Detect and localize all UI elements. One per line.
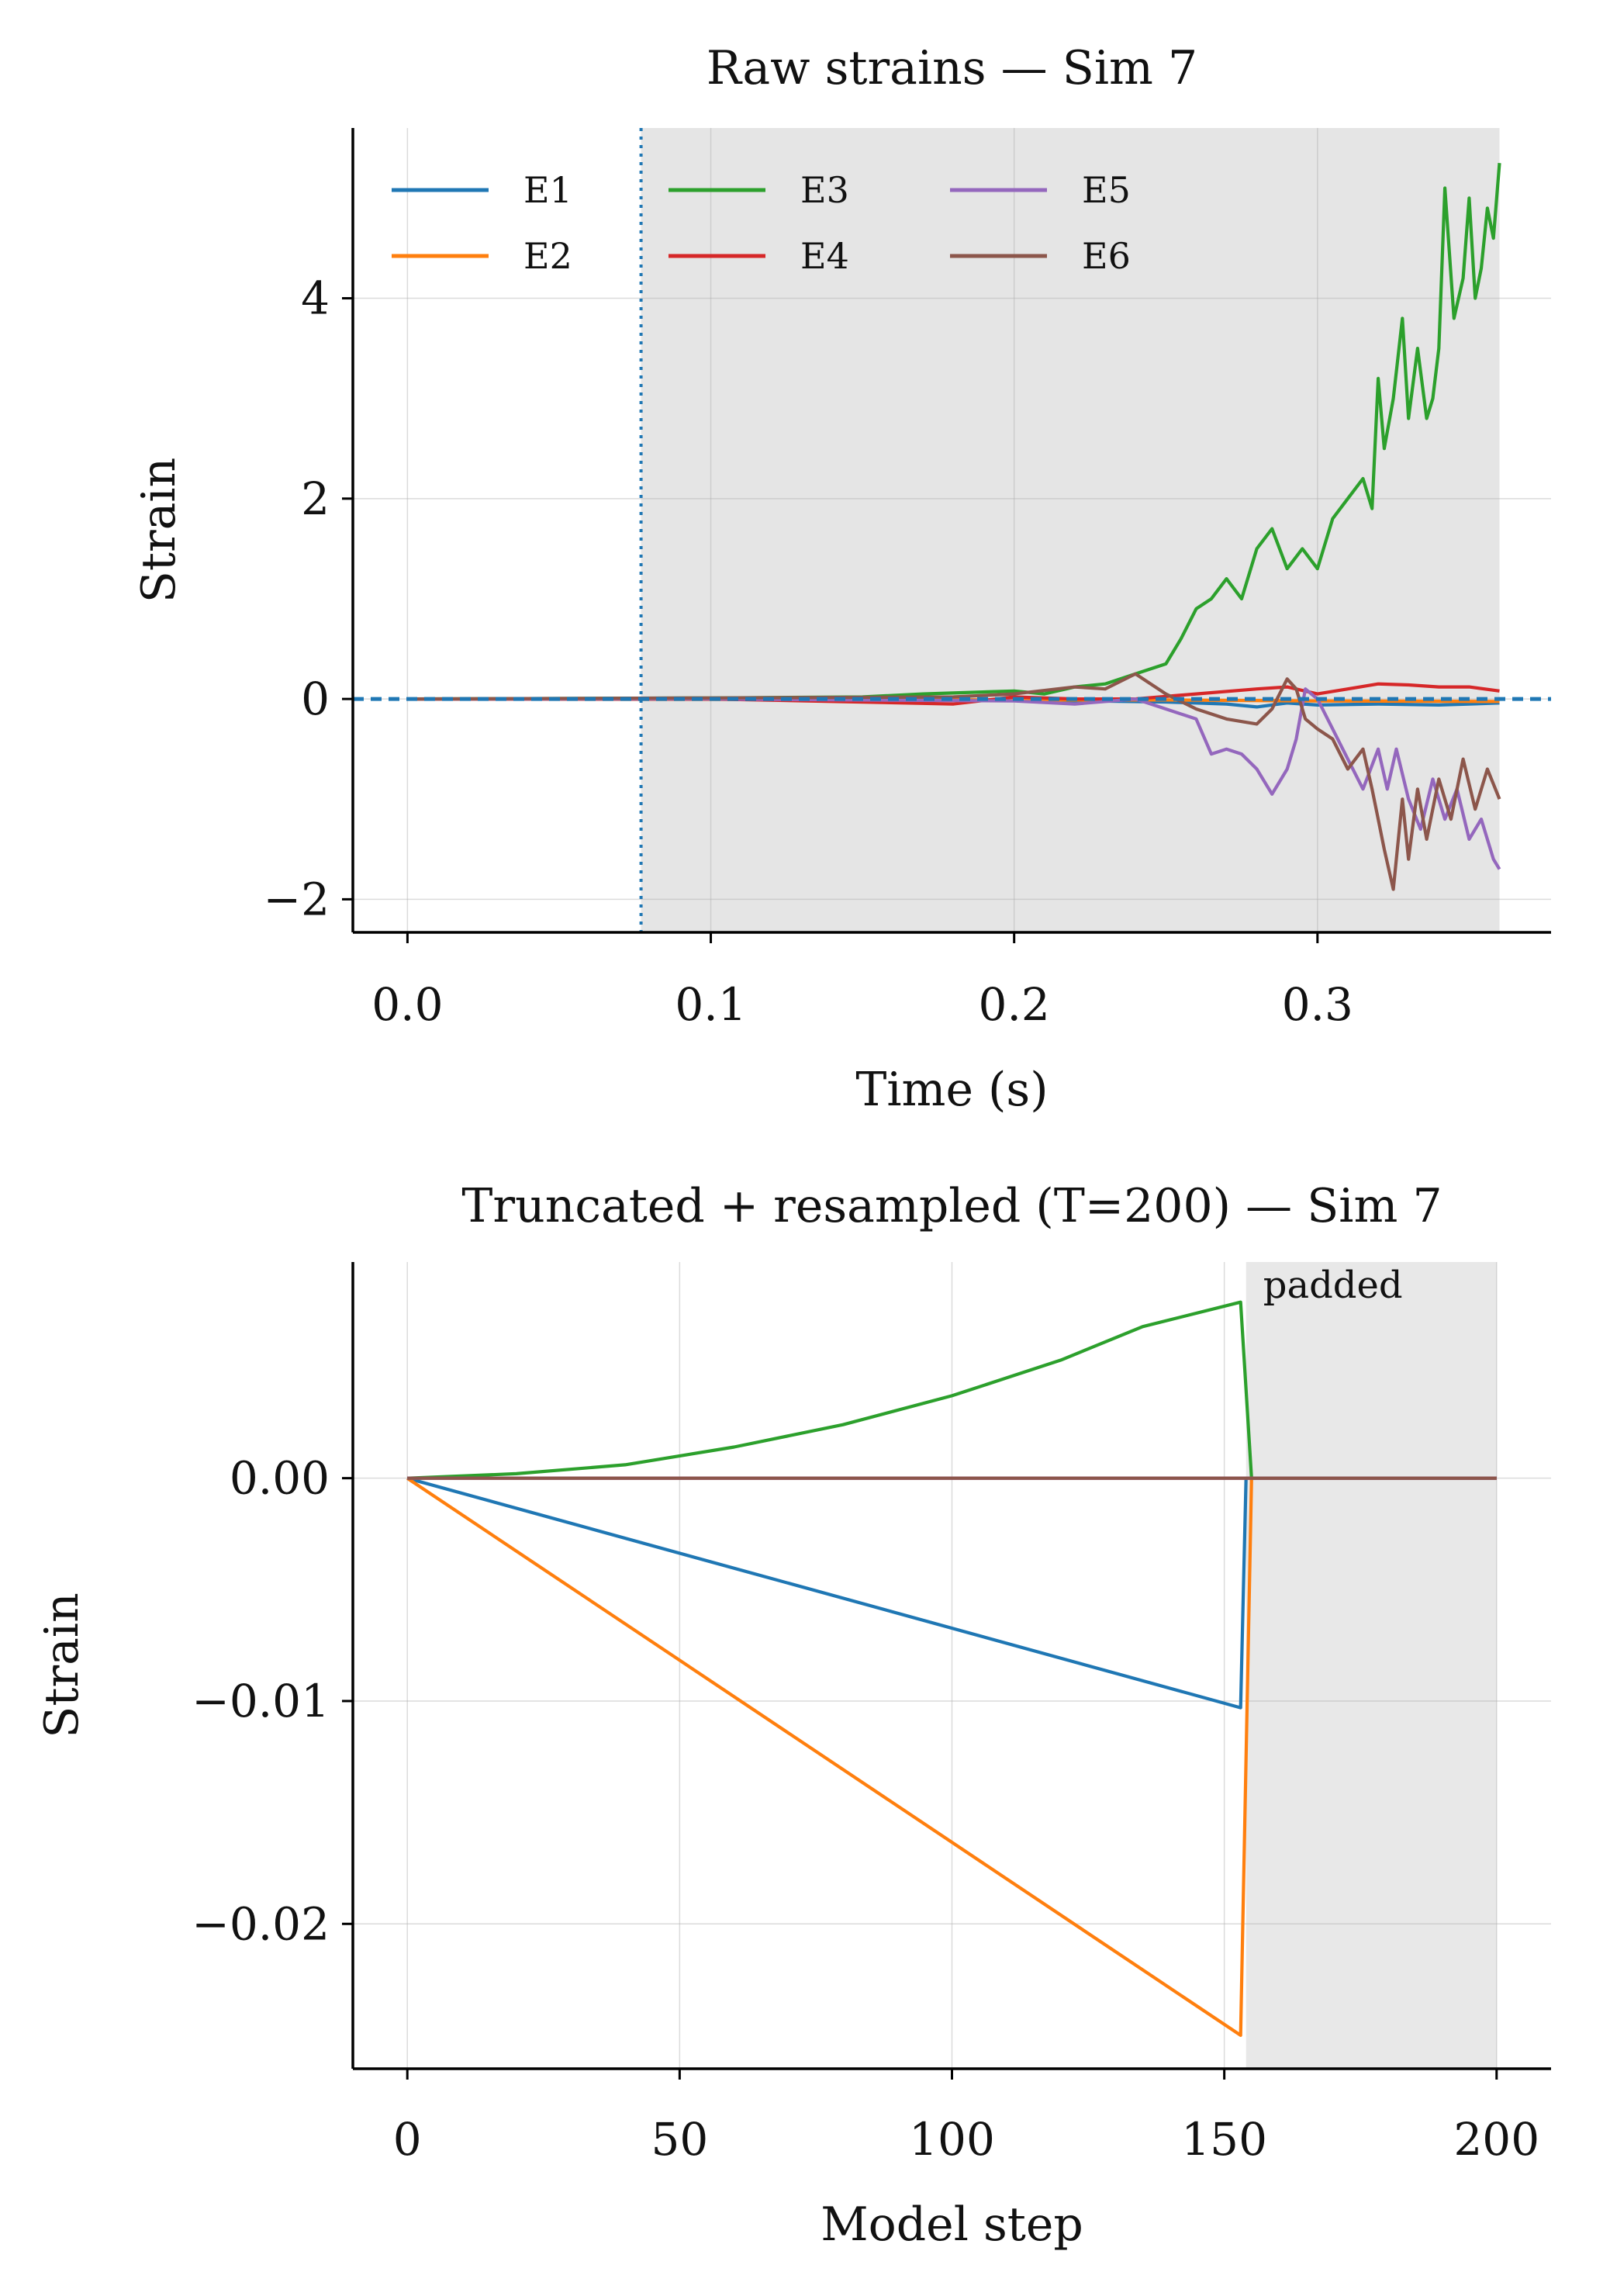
chart-title: Truncated + resampled (T=200) — Sim 7 — [461, 1179, 1442, 1233]
y-tick-label: −0.01 — [192, 1675, 330, 1727]
legend-label-e4: E4 — [800, 235, 849, 277]
y-tick-label: 0.00 — [230, 1452, 330, 1505]
legend-label-e3: E3 — [800, 169, 849, 211]
y-tick-label: 4 — [301, 272, 330, 325]
y-tick-label: −0.02 — [192, 1897, 330, 1950]
x-tick-label: 0.2 — [979, 978, 1050, 1031]
y-tick-label: 2 — [301, 472, 330, 525]
legend: E1 E2 E3 E4 E5 E6 — [392, 169, 1131, 277]
x-tick-label: 50 — [651, 2113, 708, 2166]
x-tick-label: 0 — [393, 2113, 422, 2166]
y-axis-label: Strain — [132, 458, 186, 603]
series-group — [406, 1300, 1497, 2037]
shaded-region — [1246, 1262, 1497, 2069]
chart-title: Raw strains — Sim 7 — [707, 41, 1197, 95]
series-line-e6 — [407, 672, 1501, 891]
x-tick-label: 100 — [909, 2113, 995, 2166]
legend-label-e2: E2 — [523, 235, 572, 277]
series-line-e3 — [407, 163, 1501, 701]
series-line-s3 — [407, 1300, 1497, 1480]
x-tick-label: 150 — [1181, 2113, 1267, 2166]
x-axis-label: Model step — [821, 2197, 1083, 2252]
x-tick-label: 200 — [1453, 2113, 1539, 2166]
x-tick-label: 0.1 — [675, 978, 746, 1031]
legend-label-e6: E6 — [1082, 235, 1131, 277]
y-tick-label: 0 — [301, 673, 330, 725]
legend-label-e1: E1 — [523, 169, 572, 211]
shaded-region — [641, 128, 1500, 932]
x-axis-label: Time (s) — [855, 1063, 1048, 1117]
y-axis-label: Strain — [35, 1592, 89, 1738]
legend-label-e5: E5 — [1082, 169, 1131, 211]
raw-strains-panel: 0.0 0.1 0.2 0.3 −2 0 2 4 Raw strains — Sim 7 Time… — [132, 41, 1551, 1117]
resampled-panel: 0 50 100 150 200 −0.02 −0.01 0.00 Truncated + re… — [35, 1179, 1551, 2252]
y-tick-label: −2 — [264, 873, 330, 925]
x-tick-label: 0.3 — [1282, 978, 1353, 1031]
padded-annotation: padded — [1263, 1264, 1403, 1307]
x-tick-label: 0.0 — [371, 978, 443, 1031]
